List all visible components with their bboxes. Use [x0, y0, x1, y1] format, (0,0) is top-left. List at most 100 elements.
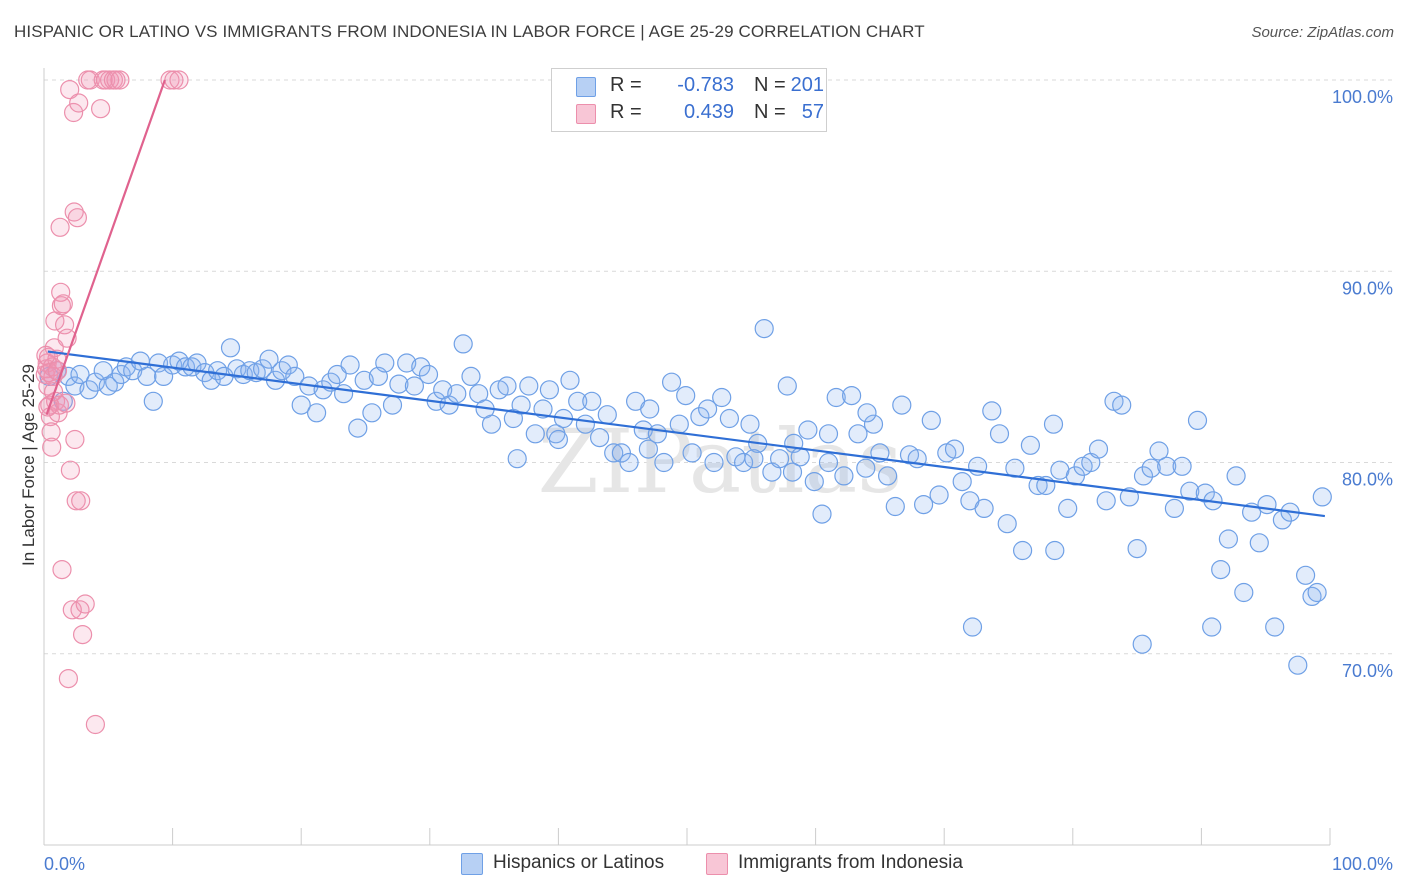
pink-point — [60, 460, 81, 480]
blue-point — [1127, 538, 1147, 559]
pink-point — [164, 70, 184, 90]
pink-point — [48, 403, 68, 423]
blue-point — [291, 395, 311, 415]
blue-point — [1211, 559, 1231, 580]
blue-point — [661, 372, 682, 392]
blue-point — [962, 617, 983, 637]
pink-point — [66, 491, 86, 511]
blue-point — [1180, 481, 1200, 501]
blue-point — [997, 514, 1017, 534]
blue-point — [220, 338, 241, 358]
blue-point — [1028, 475, 1048, 496]
blue-point — [1307, 582, 1327, 603]
pink-point — [58, 668, 79, 689]
blue-point — [769, 449, 790, 469]
legend-swatch-blue — [576, 77, 596, 97]
blue-point — [1132, 634, 1152, 654]
blue-point — [1234, 582, 1254, 603]
blue-point — [682, 443, 702, 463]
blue-point — [65, 376, 85, 396]
pink-point — [47, 361, 68, 381]
blue-point — [640, 399, 660, 419]
pink-point — [41, 422, 61, 442]
axes — [43, 68, 1331, 846]
blue-point — [1020, 435, 1041, 455]
blue-point — [313, 380, 333, 400]
blue-point — [777, 376, 797, 396]
blue-point — [597, 405, 617, 425]
blue-point — [754, 319, 774, 339]
pink-point — [90, 99, 111, 119]
pink-point — [69, 93, 89, 113]
blue-point — [1112, 395, 1132, 415]
y-tick-label: 90.0% — [1342, 278, 1393, 298]
blue-point — [690, 407, 710, 427]
legend-label: Immigrants from Indonesia — [738, 852, 963, 873]
blue-point — [654, 452, 674, 473]
blue-point — [1088, 439, 1109, 459]
pink-point — [85, 714, 106, 735]
blue-point — [1149, 441, 1169, 461]
blue-point — [740, 414, 760, 434]
blue-point — [841, 386, 862, 406]
blue-point — [568, 391, 588, 411]
blue-point — [70, 364, 90, 385]
blue-point — [1295, 565, 1316, 585]
legend-n-value: 201 — [790, 74, 824, 96]
blue-point — [952, 472, 972, 492]
blue-point — [404, 376, 424, 396]
pink-trend-line — [45, 79, 166, 416]
blue-point — [187, 353, 207, 373]
blue-point — [93, 361, 113, 381]
blue-point — [921, 410, 941, 430]
blue-point — [804, 472, 824, 492]
blue-point — [418, 364, 439, 385]
blue-point — [382, 395, 403, 415]
blue-point — [826, 387, 846, 408]
blue-point — [1043, 414, 1064, 434]
pink-point — [53, 294, 73, 314]
blue-point — [1096, 491, 1116, 511]
pink-point — [36, 345, 56, 365]
blue-point — [453, 334, 473, 354]
blue-point — [340, 355, 360, 375]
blue-point — [511, 395, 531, 415]
pink-point — [50, 217, 70, 237]
blue-point — [1141, 458, 1161, 478]
blue-point — [1164, 498, 1185, 518]
legend-r-label: R = — [610, 101, 642, 123]
blue-point — [539, 380, 560, 400]
blue-point — [278, 355, 298, 375]
pink-point — [70, 600, 90, 620]
blue-point — [856, 458, 876, 478]
blue-point — [1157, 456, 1177, 476]
legend-r-value: -0.783 — [677, 74, 734, 96]
y-tick-label: 70.0% — [1342, 661, 1393, 681]
blue-point — [982, 401, 1002, 421]
blue-point — [1288, 655, 1308, 675]
blue-point — [461, 366, 481, 386]
blue-point — [507, 449, 527, 469]
y-tick-label: 80.0% — [1342, 470, 1393, 490]
legend-r-value: 0.439 — [683, 101, 734, 123]
pink-point — [42, 437, 62, 457]
blue-point — [848, 424, 868, 444]
blue-point — [137, 366, 157, 386]
blue-point — [885, 496, 905, 517]
legend-n-label: N = — [754, 101, 786, 123]
y-tick-label: 100.0% — [1332, 87, 1393, 107]
blue-point — [744, 449, 764, 469]
blue-point — [989, 424, 1010, 444]
chart-title: HISPANIC OR LATINO VS IMMIGRANTS FROM IN… — [14, 22, 925, 41]
blue-point — [1249, 533, 1269, 553]
blue-point — [285, 366, 305, 386]
blue-point — [575, 414, 596, 434]
blue-point — [1058, 498, 1078, 518]
blue-point — [929, 485, 949, 505]
data-points — [35, 70, 1332, 735]
blue-point — [519, 376, 539, 396]
pink-point — [67, 208, 88, 228]
pink-point — [38, 397, 58, 417]
blue-point — [1312, 487, 1332, 507]
blue-point — [259, 349, 279, 369]
